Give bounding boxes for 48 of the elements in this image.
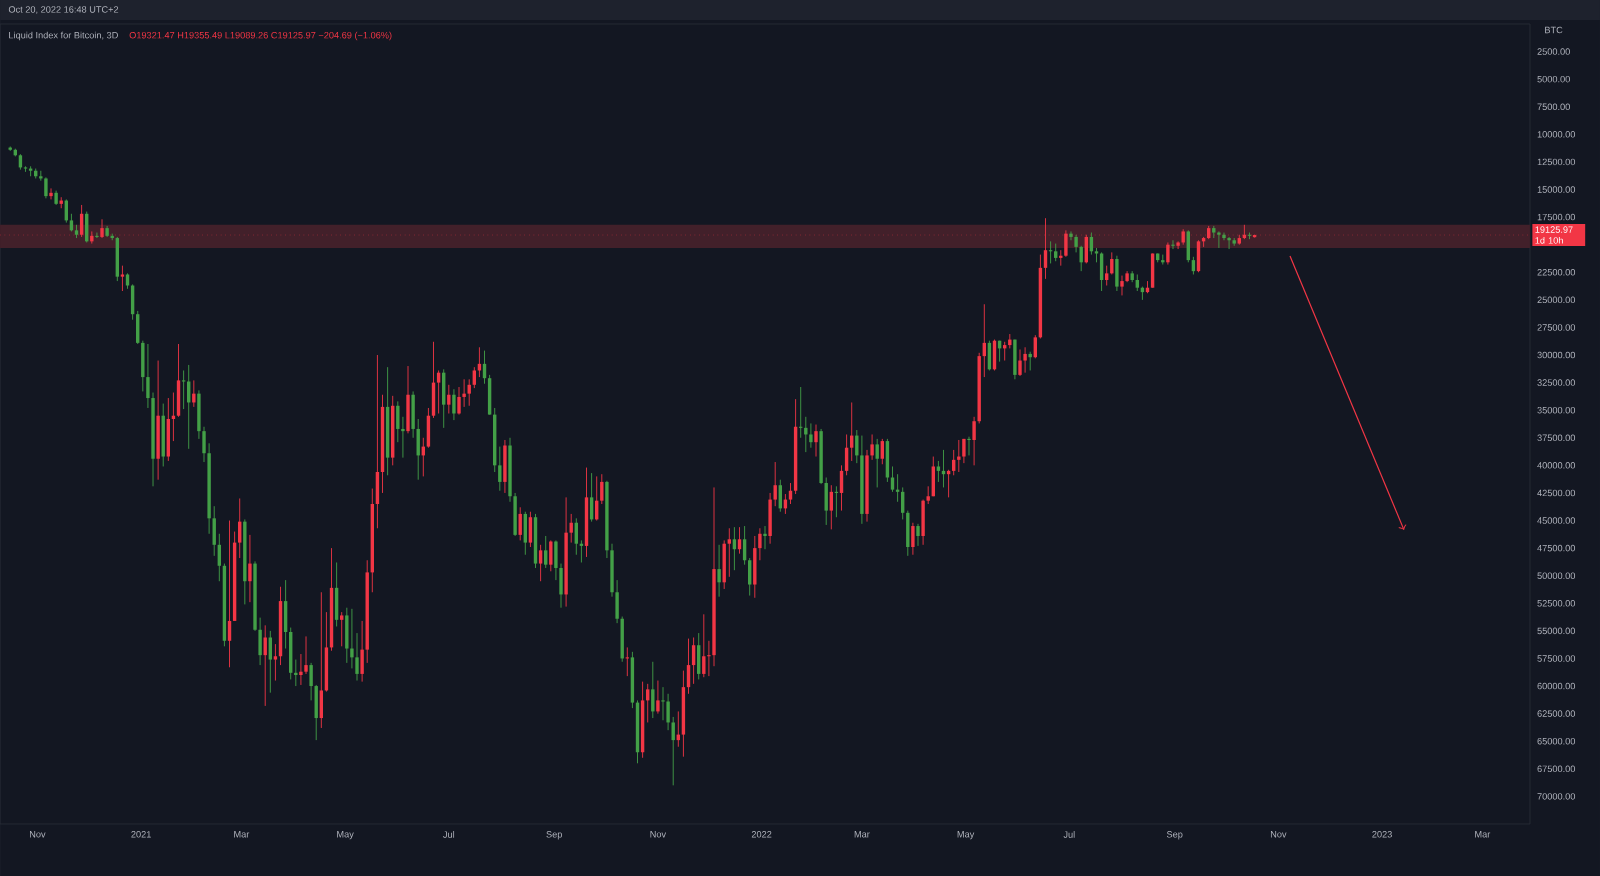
candlestick bbox=[462, 378, 466, 408]
candlestick bbox=[717, 544, 721, 598]
candlestick bbox=[49, 187, 53, 200]
candlestick bbox=[406, 365, 410, 434]
candlestick bbox=[1166, 242, 1170, 265]
candlestick bbox=[702, 613, 706, 678]
candlestick bbox=[880, 438, 884, 465]
candlestick bbox=[962, 438, 966, 464]
candlestick bbox=[1023, 346, 1027, 374]
candlestick bbox=[192, 379, 196, 408]
candlestick bbox=[156, 360, 160, 481]
candlestick bbox=[268, 630, 273, 694]
candlestick bbox=[227, 520, 232, 668]
candlestick bbox=[753, 535, 757, 599]
candlestick bbox=[447, 384, 451, 414]
candlestick bbox=[656, 680, 660, 715]
candlestick bbox=[523, 511, 528, 556]
candlestick bbox=[809, 422, 813, 449]
candlestick bbox=[1222, 232, 1226, 241]
candlestick bbox=[457, 386, 461, 416]
candlestick bbox=[44, 176, 48, 199]
candlestick bbox=[875, 438, 879, 488]
candlestick bbox=[1018, 349, 1022, 377]
candlestick bbox=[248, 534, 252, 603]
candlestick bbox=[916, 523, 920, 547]
candlestick bbox=[452, 388, 456, 421]
candlestick bbox=[697, 632, 701, 680]
candlestick bbox=[1115, 255, 1119, 292]
candlestick bbox=[967, 436, 971, 456]
candlestick bbox=[651, 661, 655, 719]
candlestick bbox=[95, 232, 99, 239]
candlestick bbox=[1120, 275, 1124, 296]
candlestick bbox=[1171, 239, 1175, 250]
candlestick bbox=[544, 535, 548, 569]
candlestick bbox=[538, 544, 543, 582]
candlestick bbox=[528, 511, 533, 548]
candlestick bbox=[763, 525, 767, 550]
candlestick bbox=[345, 607, 349, 664]
candlestick bbox=[340, 611, 344, 647]
candlestick bbox=[503, 439, 507, 494]
candlestick bbox=[911, 522, 915, 556]
candlestick bbox=[1227, 236, 1231, 250]
candlestick bbox=[120, 265, 125, 292]
candlestick bbox=[1013, 339, 1017, 380]
candlestick bbox=[263, 624, 267, 707]
candlestick bbox=[1028, 351, 1032, 371]
candlestick bbox=[814, 424, 818, 457]
candlestick bbox=[549, 539, 553, 572]
